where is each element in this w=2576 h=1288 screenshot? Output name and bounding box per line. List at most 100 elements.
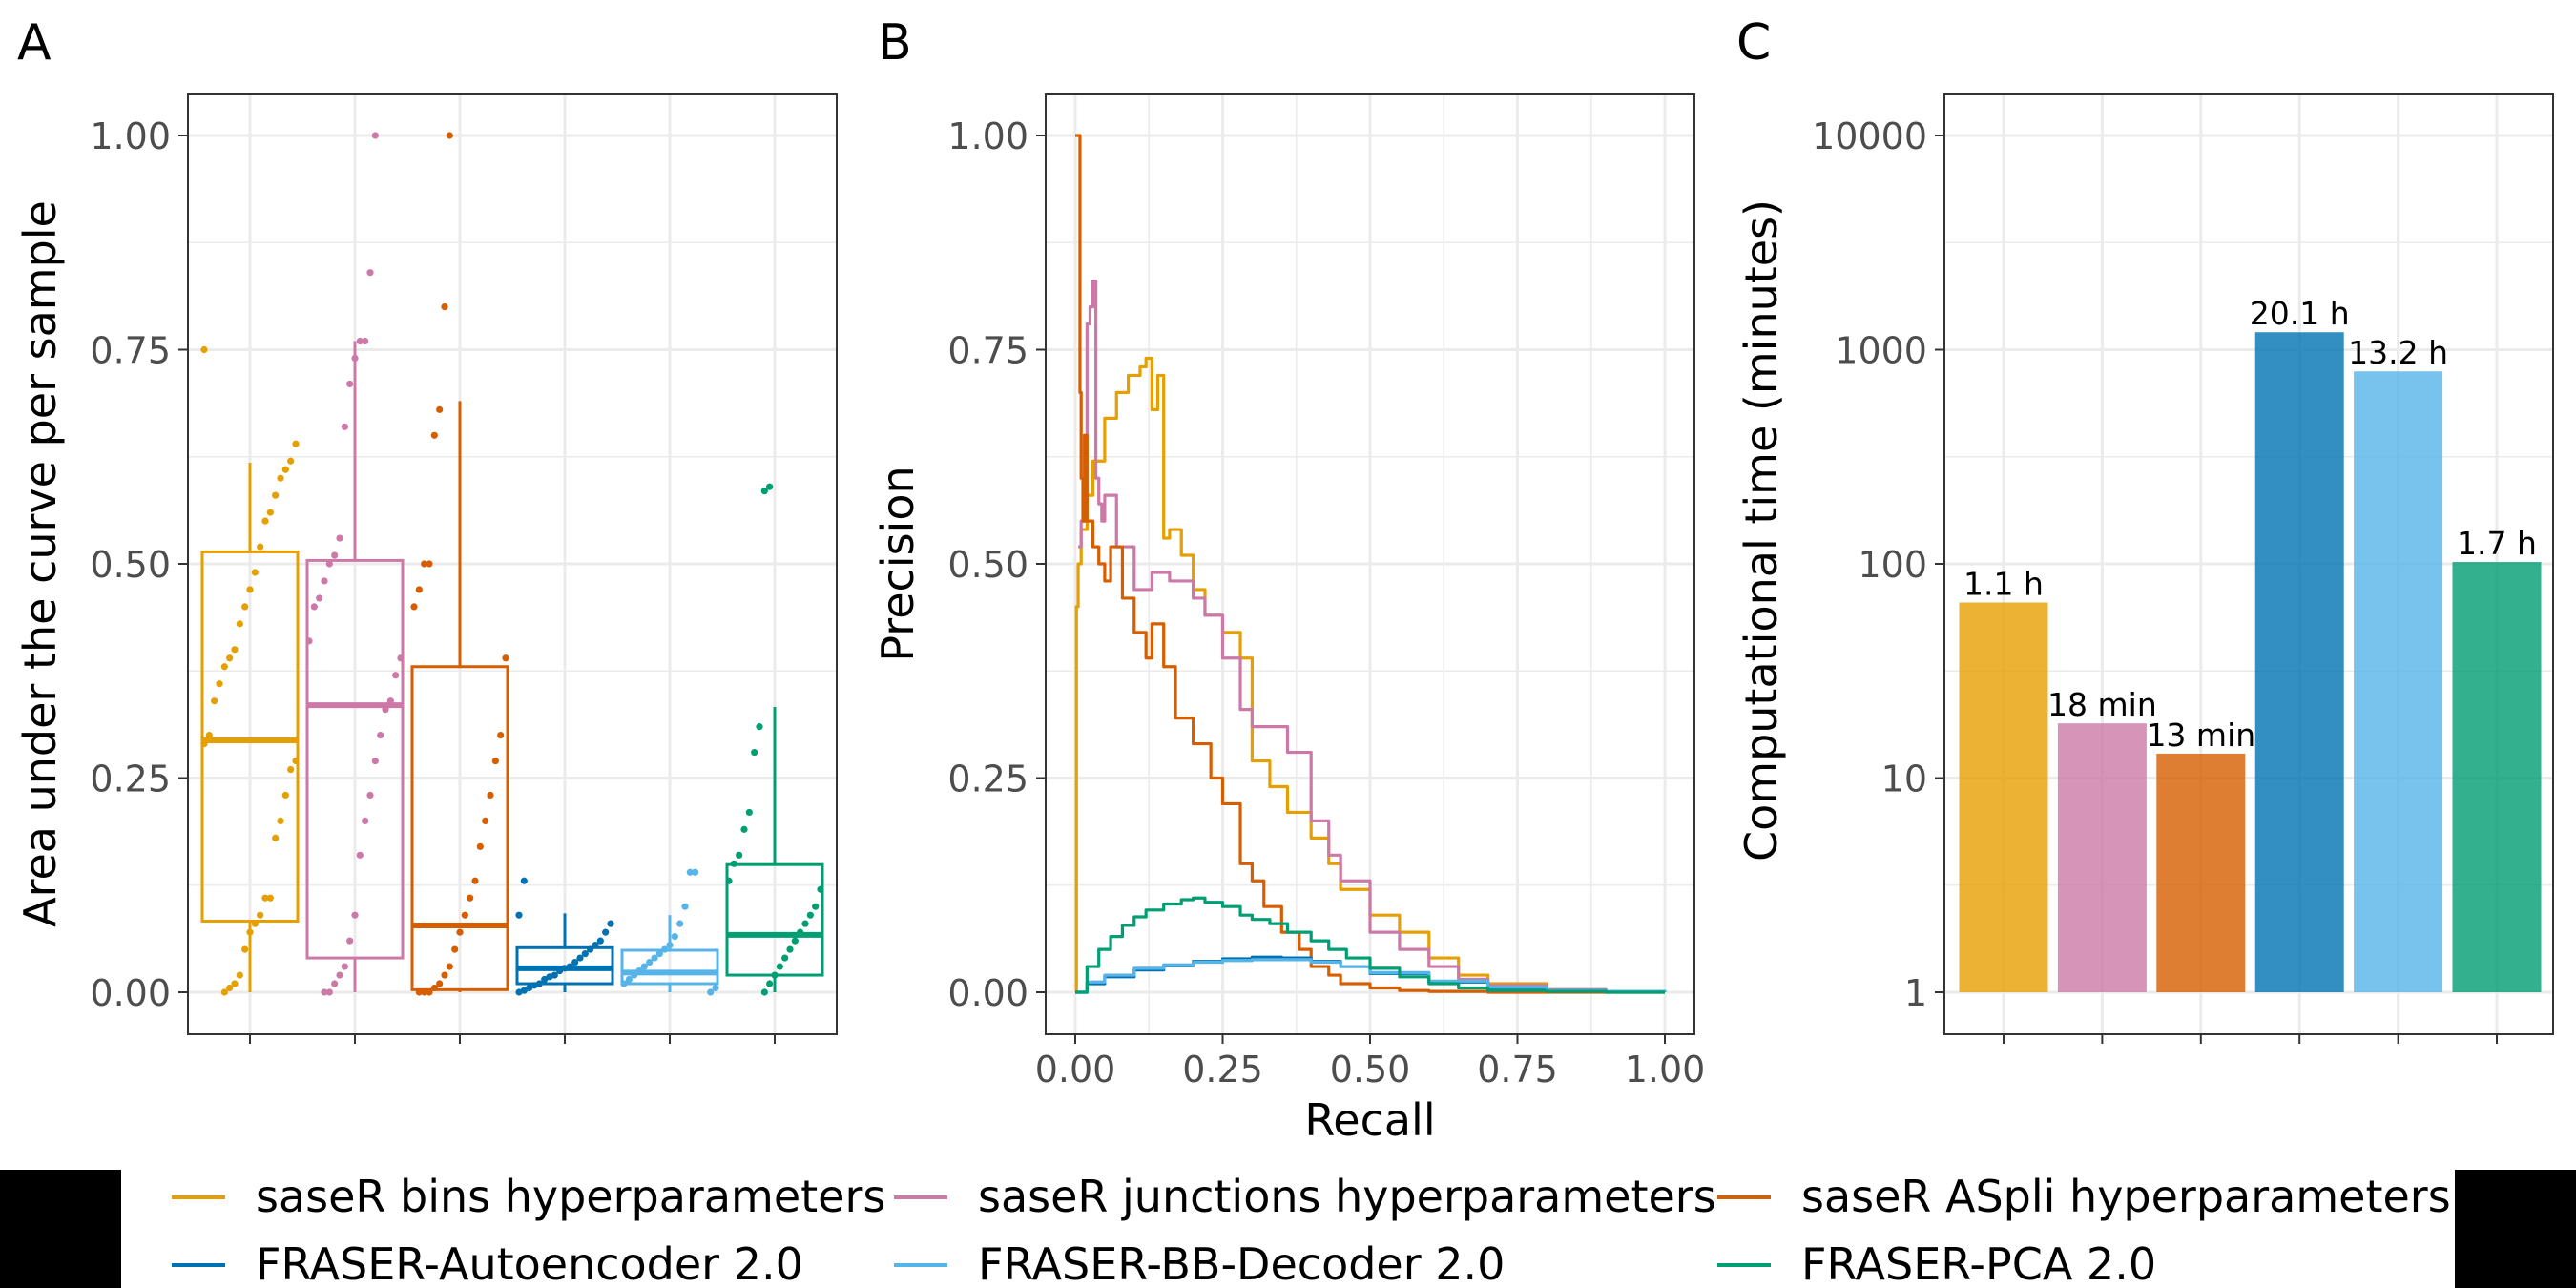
legend-item: saseR bins hyperparameters [172, 1171, 885, 1222]
panel-b-y-tick-label: 0.75 [947, 330, 1028, 372]
legend-label: FRASER-Autoencoder 2.0 [256, 1238, 803, 1288]
box-jitter-point [266, 894, 274, 902]
box-group [515, 877, 614, 996]
box-jitter-point [640, 963, 648, 970]
box-jitter-point [346, 937, 354, 945]
box-jitter-point [692, 868, 699, 876]
panel-label-b: B [878, 14, 912, 72]
box-jitter-point [236, 971, 243, 979]
box-group [305, 132, 405, 996]
box-jitter-point [556, 966, 564, 975]
box-jitter-point [351, 354, 359, 363]
box-jitter-point [456, 928, 464, 936]
box-jitter-point [241, 945, 249, 953]
panel-label-a: A [17, 14, 52, 72]
panel-c-y-tick-label: 1 [1904, 972, 1927, 1014]
box-jitter-point [220, 663, 228, 671]
box-jitter-point [625, 975, 633, 984]
box-jitter-point [216, 680, 223, 688]
box-group [200, 345, 300, 996]
box-jitter-point [671, 933, 678, 941]
box-jitter-point [655, 949, 663, 958]
box-jitter-point [231, 980, 239, 987]
box-jitter-point [661, 945, 669, 953]
legend-label: FRASER-BB-Decoder 2.0 [978, 1238, 1505, 1288]
time-bar-label: 18 min [2047, 686, 2157, 723]
box-jitter-point [366, 269, 374, 277]
legend-label: saseR ASpli hyperparameters [1801, 1171, 2451, 1222]
box-jitter-point [441, 303, 448, 311]
box-jitter-point [377, 732, 384, 739]
box-jitter-point [392, 672, 400, 679]
box-jitter-point [760, 988, 768, 996]
box-jitter-point [356, 337, 364, 345]
panel-b-precision-recall: 0.00 0.25 0.50 0.75 1.00 0.00 0.25 0.50 0.75 1.0… [872, 93, 1706, 1146]
box-jitter-point [356, 851, 364, 859]
box-jitter-point [497, 732, 505, 739]
box-jitter-point [491, 757, 499, 765]
box-jitter-point [292, 440, 300, 447]
box-jitter-point [316, 594, 323, 602]
box-jitter-point [346, 380, 354, 388]
box-iqr [305, 558, 405, 960]
legend-item: saseR ASpli hyperparameters [1717, 1171, 2451, 1222]
box-jitter-point [246, 586, 254, 593]
box-jitter-point [382, 706, 389, 714]
panel-c-y-tick-label: 10000 [1812, 115, 1927, 157]
box-jitter-point [287, 457, 295, 465]
box-jitter-point [362, 817, 369, 825]
box-jitter-point [441, 971, 448, 979]
panel-b-x-tick-label: 0.25 [1182, 1049, 1263, 1091]
box-jitter-point [421, 560, 428, 568]
box-jitter-point [467, 894, 474, 902]
time-bar [1959, 602, 2048, 992]
time-bar-label: 1.7 h [2457, 525, 2537, 562]
panel-c-y-tick-label: 1000 [1835, 330, 1927, 372]
box-jitter-point [635, 966, 643, 975]
box-jitter-point [766, 483, 774, 490]
panel-b-y-axis-label: Precision [872, 466, 924, 661]
box-jitter-point [371, 757, 379, 765]
box-jitter-point [471, 877, 479, 884]
box-jitter-point [526, 984, 533, 992]
box-jitter-point [707, 988, 715, 996]
panel-b-y-tick-label: 1.00 [947, 115, 1028, 157]
legend-item: FRASER-Autoencoder 2.0 [172, 1238, 803, 1288]
box-jitter-point [602, 928, 610, 936]
box-jitter-point [446, 963, 453, 970]
box-jitter-point [592, 942, 599, 949]
legend-item: FRASER-BB-Decoder 2.0 [894, 1238, 1505, 1288]
panel-a-boxplot: 0.00 0.25 0.50 0.75 1.00 Area under the curv… [14, 93, 838, 1044]
pr-curve-line [1075, 896, 1665, 994]
box-jitter-point [546, 973, 553, 981]
box-jitter-point [451, 945, 459, 953]
panel-label-c: C [1736, 14, 1771, 72]
panel-a-y-axis-label: Area under the curve per sample [14, 200, 66, 927]
pr-curve-line [1075, 134, 1665, 994]
time-bar [2057, 723, 2147, 992]
legend: saseR bins hyperparameters saseR junction… [172, 1171, 2451, 1288]
box-group [725, 483, 824, 996]
box-jitter-point [520, 877, 528, 884]
time-bar-label: 1.1 h [1963, 566, 2044, 603]
box-jitter-point [515, 988, 523, 996]
box-jitter-point [257, 543, 264, 551]
time-bar-label: 20.1 h [2250, 295, 2350, 332]
box-jitter-point [226, 654, 234, 662]
box-jitter-point [426, 560, 433, 568]
box-jitter-point [226, 984, 234, 992]
box-iqr [410, 665, 509, 991]
box-jitter-point [666, 942, 674, 949]
panel-b-x-tick-label: 0.75 [1477, 1049, 1558, 1091]
box-jitter-point [386, 697, 394, 705]
panel-b-x-tick-label: 1.00 [1625, 1049, 1706, 1091]
box-jitter-point [261, 517, 269, 525]
panel-b-x-tick-label: 0.50 [1330, 1049, 1411, 1091]
box-jitter-point [461, 911, 468, 919]
box-jitter-point [336, 971, 343, 979]
box-jitter-point [766, 980, 774, 987]
box-jitter-point [292, 757, 300, 765]
box-jitter-point [266, 509, 274, 516]
box-jitter-point [587, 945, 594, 953]
box-iqr [620, 948, 719, 986]
